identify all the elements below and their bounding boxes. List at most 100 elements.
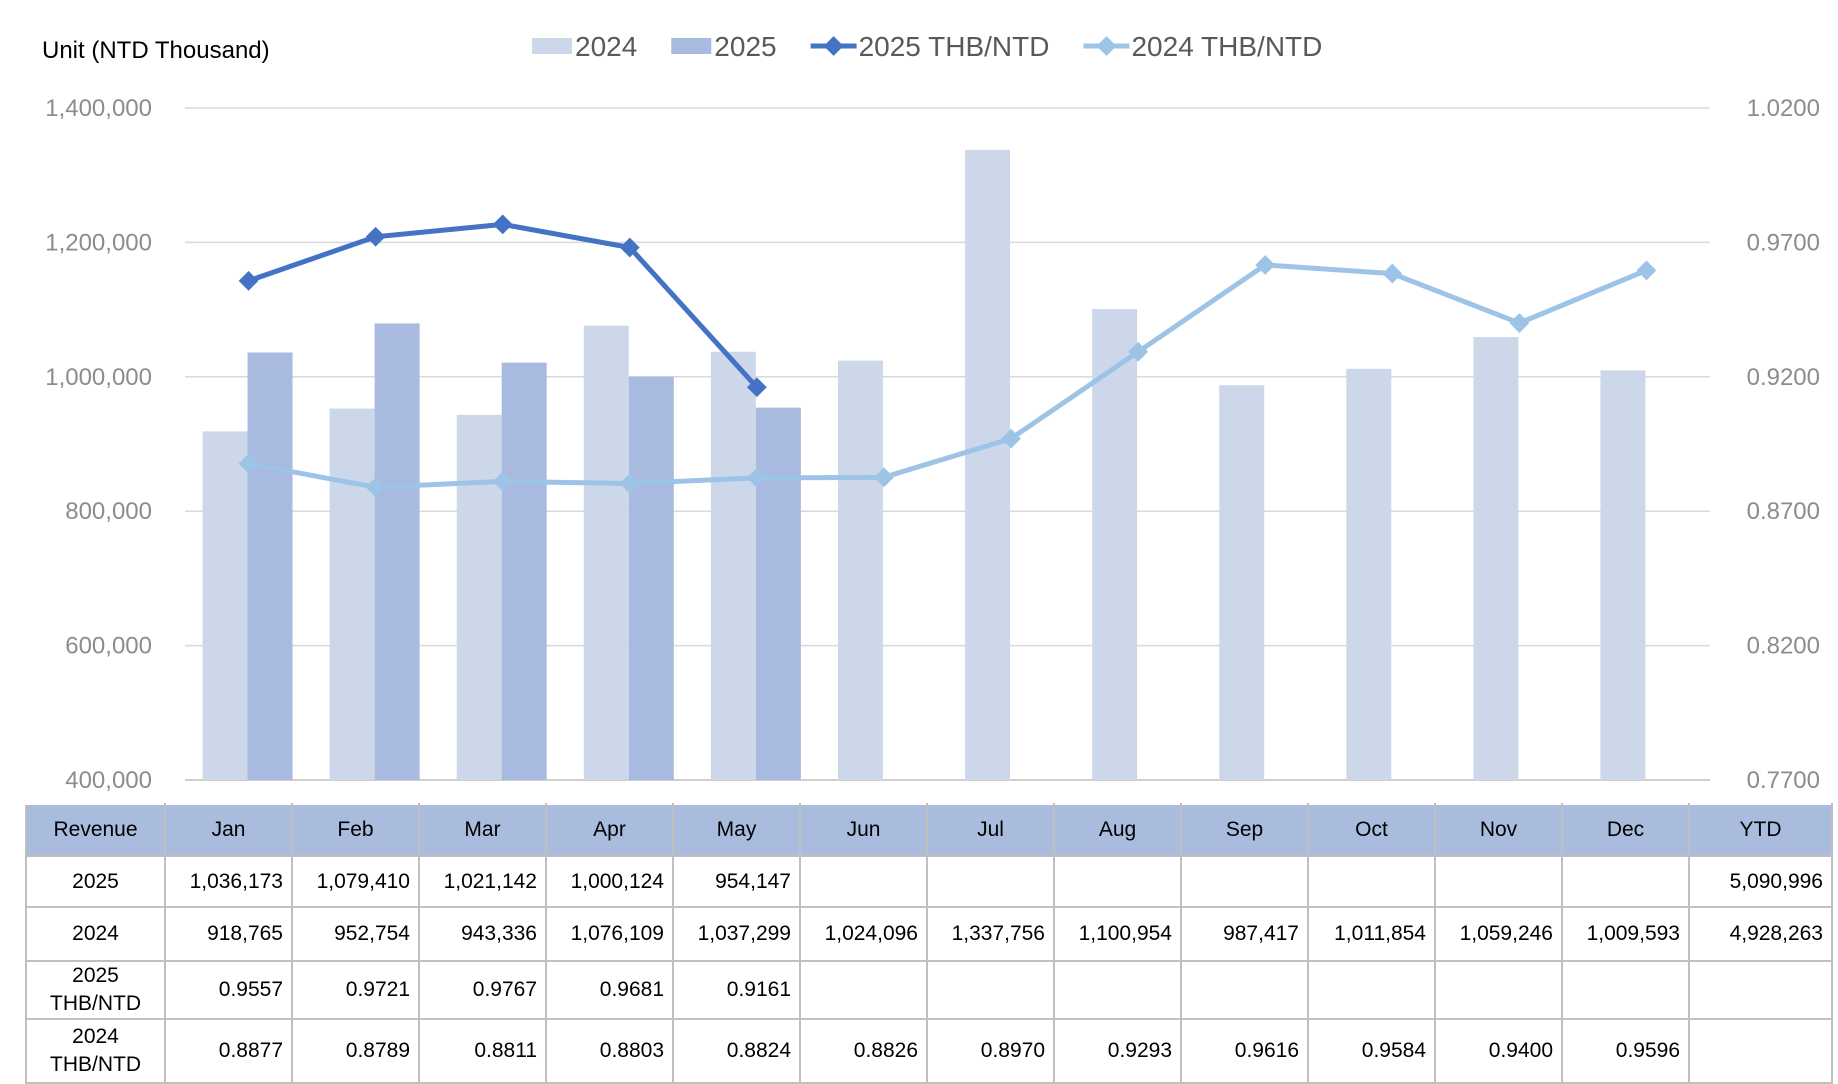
marker-2024-THB-NTD xyxy=(746,467,767,488)
table-cell: 1,009,593 xyxy=(1561,906,1690,962)
table-cell: 0.9584 xyxy=(1307,1018,1436,1084)
table-cell: 1,079,410 xyxy=(291,855,420,908)
table-header-cell: Dec xyxy=(1561,803,1690,857)
data-table: Revenue Jan Feb Mar Apr May Jun Jul Aug Sep Oct Nov… xyxy=(25,803,1833,1084)
table-header-cell: Oct xyxy=(1307,803,1436,857)
bar-2024-Oct xyxy=(1346,368,1392,780)
table-header-cell: May xyxy=(672,803,801,857)
bar-2024-Jul xyxy=(965,149,1011,780)
lines xyxy=(238,214,1657,498)
left-tick-label: 1,200,000 xyxy=(45,229,152,256)
legend-label: 2024 THB/NTD xyxy=(1131,31,1322,62)
table-cell: 0.9681 xyxy=(545,960,674,1020)
table-header-cell: Jan xyxy=(164,803,293,857)
unit-label: Unit (NTD Thousand) xyxy=(42,37,270,64)
marker-2024-THB-NTD xyxy=(619,473,640,494)
table-header-cell: Sep xyxy=(1180,803,1309,857)
marker-2025-THB-NTD xyxy=(492,214,513,235)
left-tick-label: 1,400,000 xyxy=(45,95,152,122)
bar-2025-May xyxy=(755,407,801,780)
table-cell xyxy=(799,855,928,908)
table-row-header: 2024 xyxy=(25,906,166,962)
marker-2024-THB-NTD xyxy=(1636,260,1657,281)
table-cell xyxy=(1688,960,1833,1020)
table-header-row: Revenue Jan Feb Mar Apr May Jun Jul Aug Sep Oct Nov… xyxy=(25,803,1833,857)
right-tick-label: 0.9200 xyxy=(1747,364,1820,391)
table-cell: 1,037,299 xyxy=(672,906,801,962)
legend-label-2024: 2024 xyxy=(575,31,637,62)
table-cell: 0.9616 xyxy=(1180,1018,1309,1084)
table-cell xyxy=(1307,855,1436,908)
legend-label: 2025 THB/NTD xyxy=(859,31,1050,62)
left-tick-label: 800,000 xyxy=(65,498,152,525)
table-cell: 0.9400 xyxy=(1434,1018,1563,1084)
table-cell xyxy=(799,960,928,1020)
table-cell: 918,765 xyxy=(164,906,293,962)
table-cell: 4,928,263 xyxy=(1688,906,1833,962)
table-cell: 987,417 xyxy=(1180,906,1309,962)
bar-2025-Feb xyxy=(374,323,420,780)
table-header-cell: Feb xyxy=(291,803,420,857)
table-header-cell: Jul xyxy=(926,803,1055,857)
table-cell: 0.9161 xyxy=(672,960,801,1020)
table-row-header: 2025 THB/NTD xyxy=(25,960,166,1020)
table-cell xyxy=(926,960,1055,1020)
table-cell: 954,147 xyxy=(672,855,801,908)
table-cell xyxy=(1688,1018,1833,1084)
table-cell: 1,059,246 xyxy=(1434,906,1563,962)
marker-2024-THB-NTD xyxy=(492,471,513,492)
table-cell: 1,036,173 xyxy=(164,855,293,908)
legend: 2024 2025 2025 THB/NTD 2024 THB/NTD xyxy=(532,31,1322,62)
table-cell xyxy=(1053,960,1182,1020)
table-cell: 0.9293 xyxy=(1053,1018,1182,1084)
table-cell: 1,076,109 xyxy=(545,906,674,962)
legend-label-2025: 2025 xyxy=(714,31,776,62)
table-cell: 0.8824 xyxy=(672,1018,801,1084)
legend-marker-swatch xyxy=(823,36,844,56)
table-cell xyxy=(1053,855,1182,908)
marker-2024-THB-NTD xyxy=(874,467,894,488)
table-cell: 1,000,124 xyxy=(545,855,674,908)
line-2024-THB-NTD xyxy=(248,262,1648,490)
marker-2025-THB-NTD xyxy=(238,270,259,291)
bar-2024-Apr xyxy=(583,325,629,780)
table-cell xyxy=(1561,855,1690,908)
marker-2024-THB-NTD xyxy=(238,453,259,474)
revenue-chart: 1,400,000 1,200,000 1,000,000 800,000 600,00… xyxy=(42,31,1820,794)
bars xyxy=(202,149,1646,780)
table-cell: 0.9721 xyxy=(291,960,420,1020)
bar-2024-Jun xyxy=(837,360,883,780)
table-header-cell: Jun xyxy=(799,803,928,857)
bar-2024-Aug xyxy=(1092,308,1138,780)
table-row: 2025 1,036,173 1,079,410 1,021,142 1,000,124… xyxy=(25,855,1833,908)
table-header-cell: Aug xyxy=(1053,803,1182,857)
table-cell: 0.8877 xyxy=(164,1018,293,1084)
table-cell xyxy=(1307,960,1436,1020)
marker-2025-THB-NTD xyxy=(365,226,386,247)
table-cell xyxy=(1561,960,1690,1020)
table-cell: 1,011,854 xyxy=(1307,906,1436,962)
marker-2024-THB-NTD xyxy=(1509,313,1530,333)
right-tick-label: 0.8700 xyxy=(1747,498,1820,525)
table-cell: 5,090,996 xyxy=(1688,855,1833,908)
legend-swatch-2024 xyxy=(532,38,572,54)
left-tick-label: 400,000 xyxy=(65,767,152,794)
table-cell: 943,336 xyxy=(418,906,547,962)
marker-2024-THB-NTD xyxy=(1001,428,1021,449)
table-cell: 0.9596 xyxy=(1561,1018,1690,1084)
right-tick-label: 1.0200 xyxy=(1747,95,1820,122)
table-cell: 0.8789 xyxy=(291,1018,420,1084)
table-cell xyxy=(1434,960,1563,1020)
table-cell xyxy=(1180,855,1309,908)
marker-2024-THB-NTD xyxy=(365,477,386,498)
right-tick-label: 0.8200 xyxy=(1747,633,1820,660)
right-tick-label: 0.7700 xyxy=(1747,767,1820,794)
table-cell: 1,100,954 xyxy=(1053,906,1182,962)
bar-2025-Apr xyxy=(628,376,674,780)
legend-swatch-2025 xyxy=(671,38,712,54)
bar-2024-May xyxy=(710,351,756,780)
table-cell: 0.8826 xyxy=(799,1018,928,1084)
marker-2024-THB-NTD xyxy=(1255,255,1276,275)
marker-2024-THB-NTD xyxy=(1382,263,1403,284)
table-row: 2024 THB/NTD 0.8877 0.8789 0.8811 0.8803 0.88… xyxy=(25,1018,1833,1084)
